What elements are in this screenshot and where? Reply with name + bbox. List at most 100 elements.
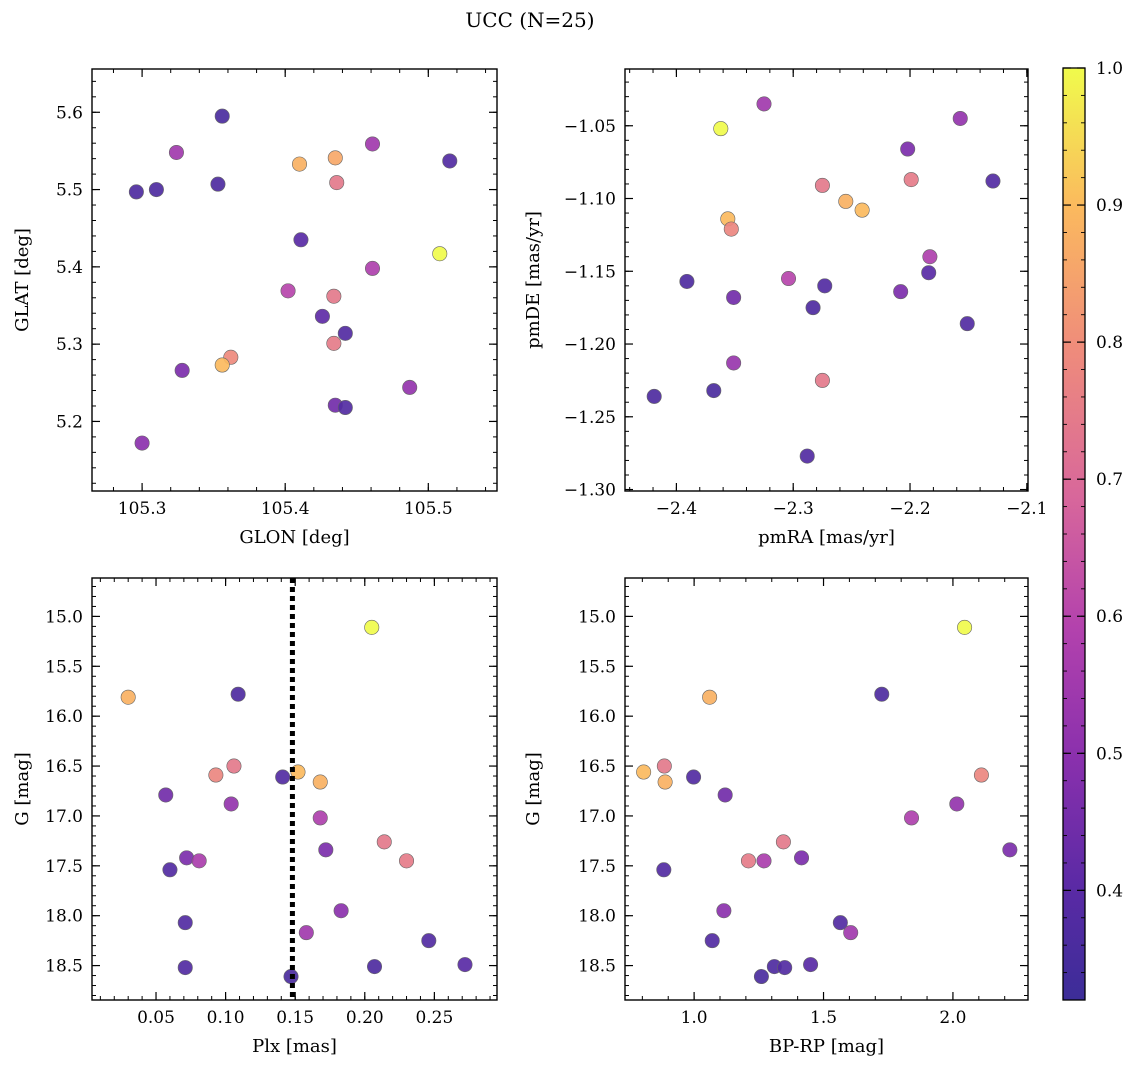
scatter-point [168,144,184,160]
scatter-point [740,853,756,869]
x-tick-label: −2.3 [773,499,814,519]
scatter-points [128,108,458,451]
x-tick-label: −2.1 [1006,499,1047,519]
scatter-point [214,108,230,124]
scatter-point [805,300,821,316]
scatter-point [723,221,739,237]
scatter-point [1002,842,1018,858]
scatter-point [726,289,742,305]
y-tick-label: 15.0 [45,607,83,627]
scatter-point [432,246,448,262]
x-tick-label: 105.3 [118,499,167,519]
scatter-point [949,796,965,812]
scatter-point [656,862,672,878]
scatter-point [128,184,144,200]
y-tick-label: −1.30 [564,481,616,501]
scatter-point [312,774,328,790]
scatter-point [333,903,349,919]
axes-frame [91,68,498,492]
y-tick-label: 17.5 [45,857,83,877]
y-tick-label: 17.5 [578,857,616,877]
scatter-point [326,288,342,304]
y-axis-label: G [mag] [523,752,544,825]
y-tick-label: −1.05 [564,117,616,137]
colorbar-tick-label: 0.6 [1096,607,1123,627]
scatter-point [402,379,418,395]
x-tick-label: 0.10 [207,1008,245,1028]
scatter-point [293,232,309,248]
scatter-point [292,156,308,172]
scatter-point [973,767,989,783]
scatter-point [158,787,174,803]
scatter-point [421,933,437,949]
y-tick-label: −1.15 [564,262,616,282]
y-tick-label: 16.0 [578,707,616,727]
scatter-point [794,850,810,866]
scatter-point [922,249,938,265]
panel-pmra-pmde: −2.4 −2.3 −2.2 −2.1 −1.30 −1.25 −1.20 −1.15 −1.1… [523,68,1047,548]
scatter-point [716,903,732,919]
scatter-point [312,810,328,826]
scatter-point [148,182,164,198]
scatter-point [230,686,246,702]
scatter-points [646,96,1001,464]
scatter-point [781,271,797,287]
scatter-point [874,686,890,702]
scatter-point [900,141,916,157]
y-tick-label: 17.0 [45,807,83,827]
scatter-point [364,260,380,276]
y-tick-label: 17.0 [578,807,616,827]
colorbar-tick-label: 0.5 [1096,744,1123,764]
colorbar: 0.4 0.5 0.6 0.7 0.8 0.9 1.0 [1062,59,1123,1001]
scatter-point [657,774,673,790]
y-tick-label: 18.0 [578,907,616,927]
y-tick-label: 16.5 [578,757,616,777]
y-tick-label: 15.0 [578,607,616,627]
scatter-point [799,448,815,464]
scatter-points [636,619,1018,985]
scatter-point [702,689,718,705]
y-tick-label: 5.4 [56,258,83,278]
axes-frame [624,68,1029,492]
scatter-point [457,957,473,973]
scatter-point [904,810,920,826]
scatter-point [726,355,742,371]
scatter-point [367,959,383,975]
y-tick-label: 15.5 [45,657,83,677]
scatter-point [208,767,224,783]
scatter-point [843,925,859,941]
scatter-point [814,177,830,193]
x-tick-label: 0.15 [276,1008,314,1028]
scatter-point [832,915,848,931]
scatter-point [636,764,652,780]
scatter-point [275,769,291,785]
scatter-point [326,335,342,351]
scatter-point [959,316,975,332]
y-tick-label: 5.6 [56,103,83,123]
scatter-point [921,265,937,281]
panel-glon-glat: 105.3 105.4 105.5 5.2 5.3 5.4 5.5 5.6 GLON [deg]… [12,68,498,548]
x-tick-label: 105.4 [261,499,310,519]
scatter-point [706,383,722,399]
x-axis-label: BP-RP [mag] [769,1036,884,1057]
scatter-point [704,933,720,949]
colorbar-tick-label: 1.0 [1096,59,1123,79]
scatter-point [120,689,136,705]
axes-frame [91,577,498,1001]
scatter-point [817,278,833,294]
scatter-point [775,834,791,850]
y-tick-label: 18.5 [578,957,616,977]
figure-title: UCC (N=25) [465,8,594,32]
scatter-point [364,136,380,152]
scatter-point [838,193,854,209]
x-tick-label: 0.20 [346,1008,384,1028]
y-axis-label: GLAT [deg] [12,228,33,332]
scatter-point [753,969,769,985]
x-tick-label: −2.2 [889,499,930,519]
scatter-point [756,853,772,869]
scatter-point [214,357,230,373]
y-tick-label: 5.2 [56,412,83,432]
scatter-point [717,787,733,803]
scatter-point [280,283,296,299]
scatter-point [903,172,919,188]
